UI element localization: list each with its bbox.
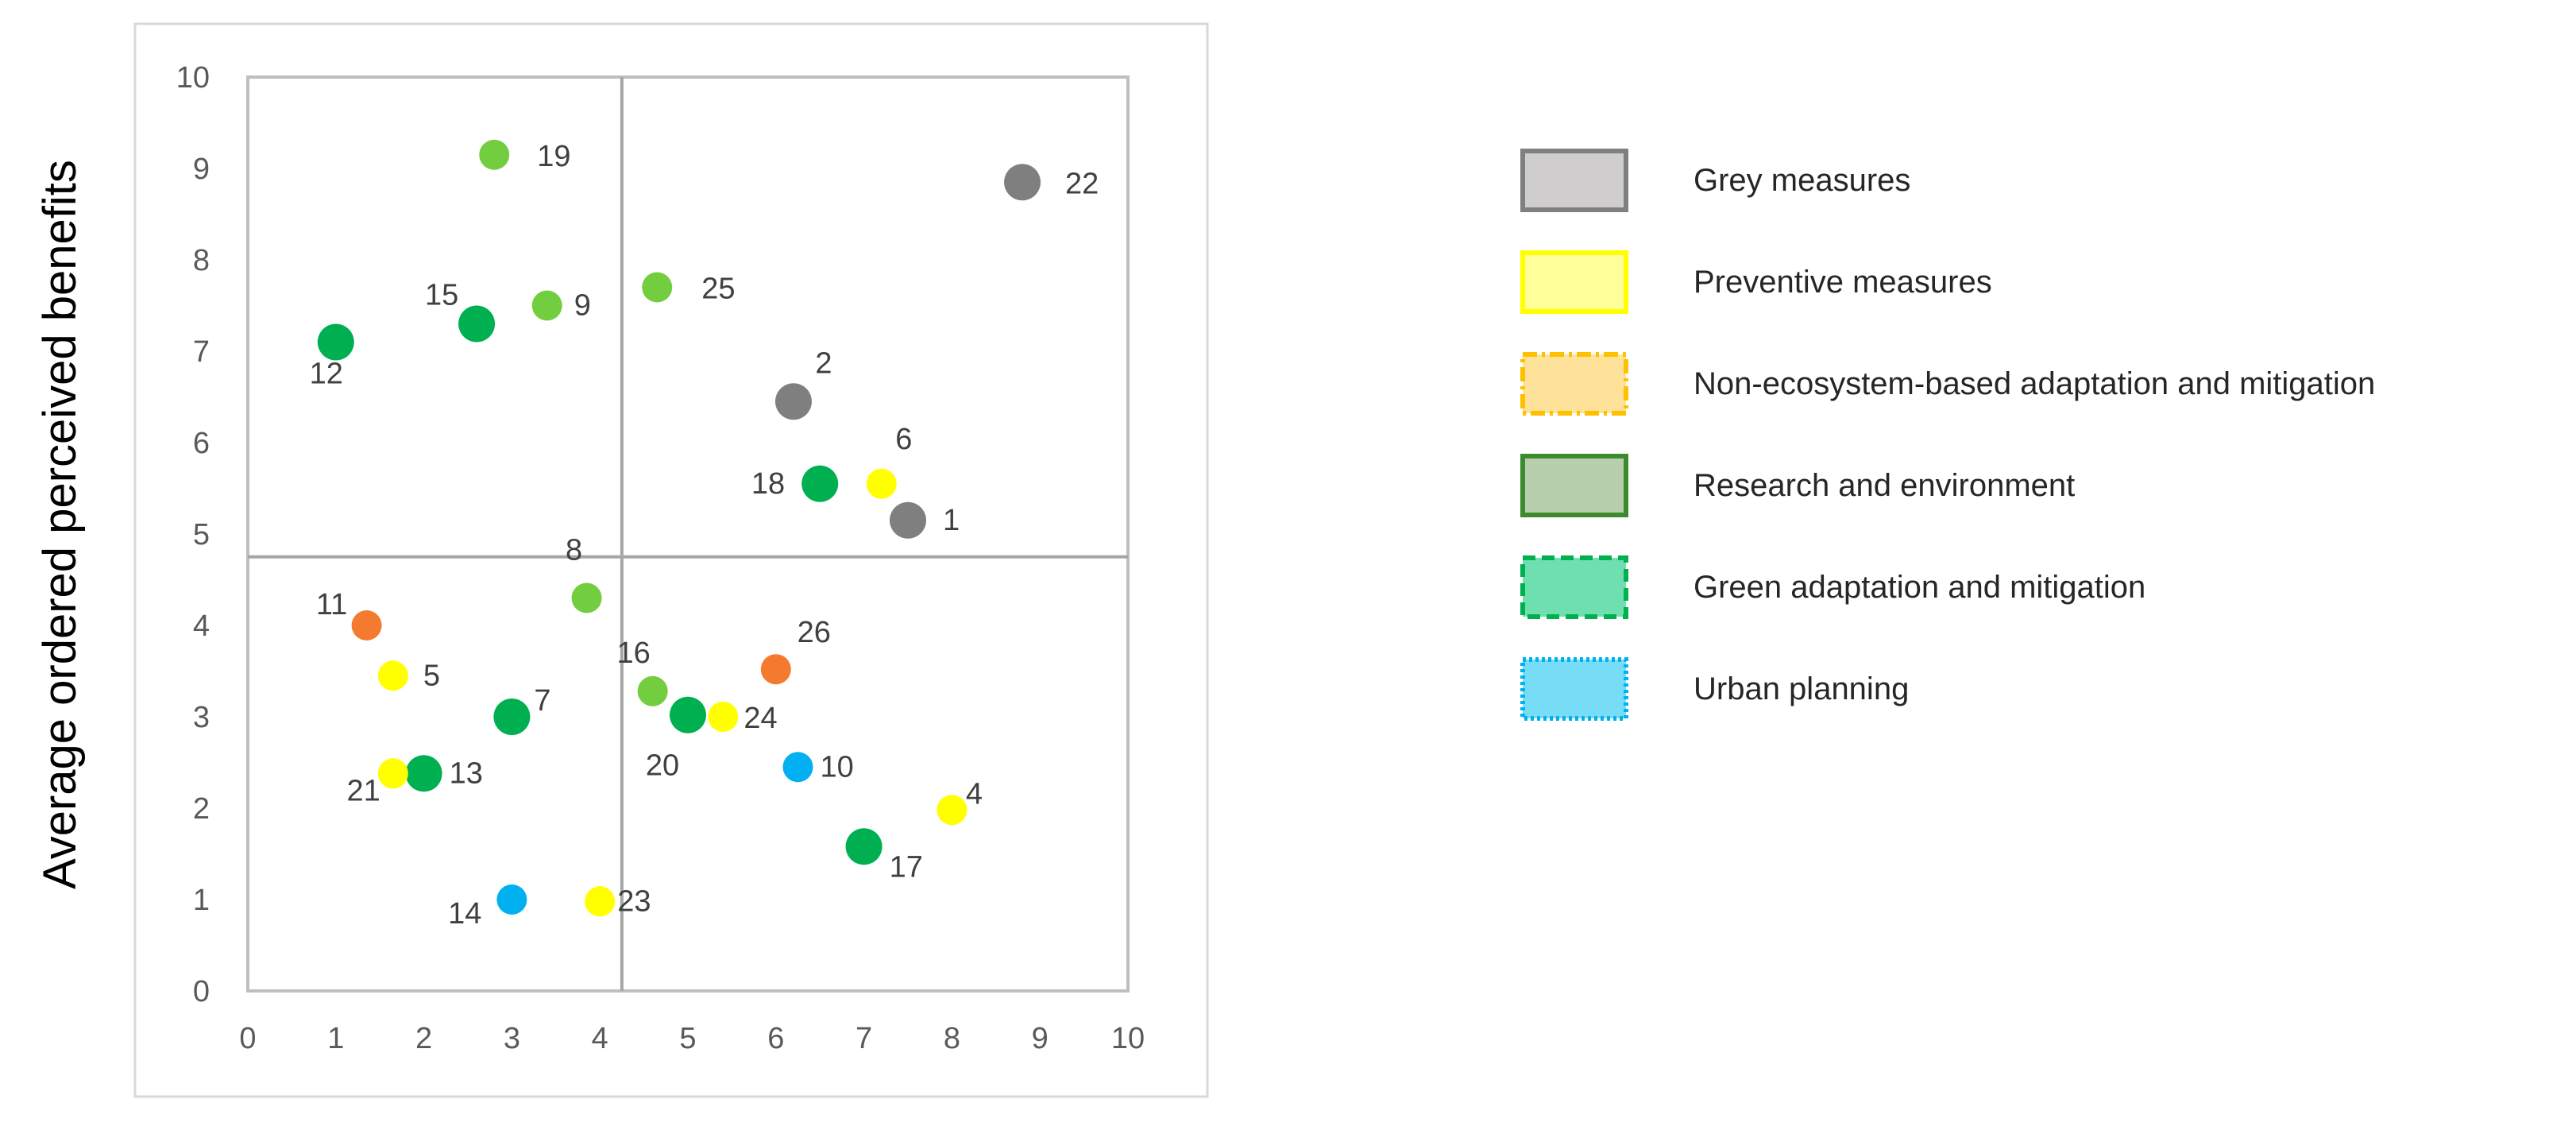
data-point [890,501,926,539]
plot-area [246,75,1130,993]
data-point [531,290,562,321]
point-label: 15 [425,279,458,312]
point-label: 19 [537,140,570,173]
data-point [637,675,668,706]
quadrant-lines [248,77,1128,991]
point-label: 5 [423,659,440,692]
data-point [1004,164,1041,201]
legend-label: Research and environment [1694,468,2075,503]
point-label: 9 [574,289,591,323]
legend-label: Non-ecosystem-based adaptation and mitig… [1694,366,2375,401]
legend-label: Green adaptation and mitigation [1694,570,2145,605]
x-tick-label: 9 [1032,1022,1049,1055]
y-axis-label: Average ordered perceived benefits [34,160,86,889]
data-points [317,139,1041,917]
data-point [493,699,531,735]
x-tick-label: 6 [767,1022,784,1055]
y-tick-label: 2 [193,792,210,826]
data-point [866,468,897,499]
point-label: 10 [821,750,854,784]
data-point [317,323,354,361]
point-label: 18 [751,467,785,501]
legend-swatch [1520,352,1628,416]
y-tick-label: 3 [193,701,210,734]
x-tick-label: 2 [415,1022,432,1055]
legend-swatch [1520,250,1628,314]
legend-label: Preventive measures [1694,265,1992,300]
legend: Grey measures Preventive measures Non-ecos… [1520,149,2375,721]
point-label: 20 [646,749,679,783]
point-label: 17 [890,850,923,884]
y-tick-label: 0 [193,975,210,1008]
point-label: 4 [966,777,983,811]
legend-label: Grey measures [1694,163,1910,198]
data-point [801,465,839,502]
data-point [496,884,527,915]
point-label: 25 [701,273,735,306]
data-point [845,828,882,865]
legend-swatch [1520,149,1628,212]
data-point [571,582,602,613]
data-point [405,755,442,792]
point-label: 1 [943,504,960,537]
point-label: 14 [448,897,481,931]
data-point [642,272,673,303]
data-point [585,886,616,917]
data-point [351,610,382,640]
point-label: 11 [316,588,347,621]
legend-swatch [1520,454,1628,517]
x-tick-label: 1 [327,1022,344,1055]
point-label: 8 [566,534,582,567]
y-tick-label: 10 [176,61,210,95]
legend-swatch [1520,555,1628,619]
x-tick-label: 8 [944,1022,960,1055]
y-tick-label: 4 [193,610,210,643]
point-label: 21 [347,774,380,807]
y-tick-label: 6 [193,427,210,460]
point-label: 12 [310,358,343,391]
y-tick-label: 1 [193,884,210,917]
y-tick-label: 5 [193,518,210,551]
y-tick-label: 8 [193,244,210,277]
y-tick-labels: 0 1 2 3 4 5 6 7 8 9 10 [176,61,210,1008]
data-point [670,696,706,733]
legend-swatch [1520,657,1628,721]
data-point [760,654,791,685]
x-tick-label: 3 [504,1022,520,1055]
x-tick-label: 7 [855,1022,872,1055]
x-tick-label: 5 [679,1022,696,1055]
point-label: 6 [895,423,912,456]
chart-area-border [133,22,1209,1098]
y-tick-label: 9 [193,153,210,186]
x-tick-label: 10 [1111,1022,1145,1055]
x-tick-label: 0 [239,1022,256,1055]
data-point [937,795,967,826]
plot-frame [246,75,1130,993]
point-label: 16 [617,637,651,670]
point-label: 22 [1065,167,1099,200]
point-label: 24 [743,702,777,735]
point-label: 26 [798,616,831,649]
data-point [782,752,813,783]
point-label: 2 [815,346,832,380]
x-tick-label: 4 [592,1022,608,1055]
legend-label: Urban planning [1694,671,1909,706]
point-label: 7 [534,684,550,718]
data-point [774,383,812,420]
data-point [377,758,408,789]
point-labels: 1245678910111213141516171819202122232425… [310,140,1099,931]
point-label: 13 [450,757,483,790]
y-tick-label: 7 [193,335,210,369]
point-label: 23 [617,884,651,918]
data-point [458,305,496,342]
data-point [377,660,408,691]
data-point [708,702,739,732]
x-tick-labels: 0 1 2 3 4 5 6 7 8 9 10 [239,1022,1145,1055]
data-point [479,139,510,170]
